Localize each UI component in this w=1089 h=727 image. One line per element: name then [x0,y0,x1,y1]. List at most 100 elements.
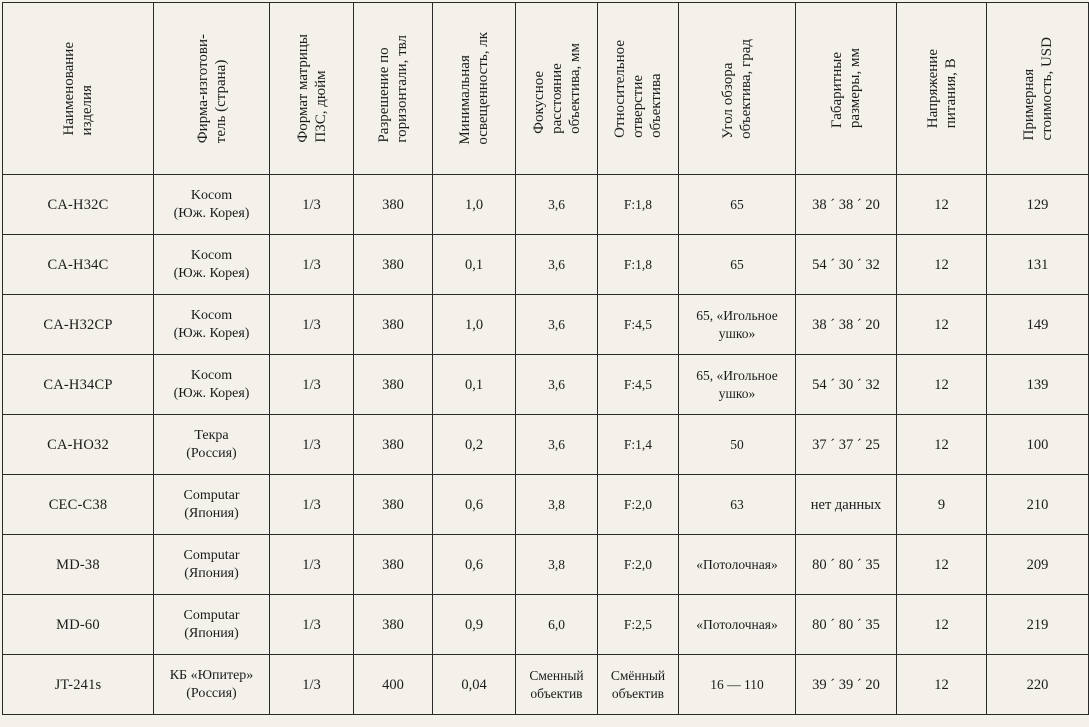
cell-view-angle: 63 [678,474,796,535]
cell-name: CA-H32C [2,174,154,235]
cell-price: 210 [986,474,1089,535]
header-name-label: Наименование изделия [61,41,95,136]
cell-min-illumination: 0,04 [432,654,516,715]
cell-maker: Kocom (Юж. Корея) [153,234,270,295]
cell-view-angle: 50 [678,414,796,475]
cell-min-illumination: 0,1 [432,234,516,295]
cell-supply-voltage: 12 [896,234,987,295]
table-row: CA-HO32 Текра (Россия) 1/3 380 0,2 3,6 F:1,4 50… [2,414,1089,475]
cell-view-angle: «Потолочная» [678,534,796,595]
cell-name: MD-60 [2,594,154,655]
table-row: CA-H32CP Kocom (Юж. Корея) 1/3 380 1,0 3,6 F:4… [2,294,1089,355]
cell-maker: Computar (Япония) [153,594,270,655]
cell-name: MD-38 [2,534,154,595]
cell-view-angle: 65 [678,234,796,295]
cell-price: 129 [986,174,1089,235]
cell-aperture: F:2,5 [597,594,679,655]
cell-name: JT-241s [2,654,154,715]
cell-resolution: 380 [353,474,433,535]
cell-ccd-format: 1/3 [269,534,354,595]
cell-resolution: 380 [353,234,433,295]
cell-aperture: F:4,5 [597,354,679,415]
header-maker-label: Фирма-изготови- тель (страна) [194,33,229,144]
header-price: Примерная стоимость, USD [986,2,1089,175]
cell-aperture: F:2,0 [597,474,679,535]
cell-dimensions: 80 ´ 80 ´ 35 [795,534,897,595]
cell-supply-voltage: 12 [896,174,987,235]
cell-maker: Текра (Россия) [153,414,270,475]
cell-supply-voltage: 12 [896,294,987,355]
header-price-label: Примерная стоимость, USD [1020,36,1055,141]
cell-aperture: F:1,4 [597,414,679,475]
cell-price: 209 [986,534,1089,595]
cell-maker: Computar (Япония) [153,534,270,595]
cell-supply-voltage: 12 [896,654,987,715]
cell-resolution: 400 [353,654,433,715]
cell-resolution: 380 [353,354,433,415]
cell-resolution: 380 [353,174,433,235]
cell-view-angle: 65, «Игольное ушко» [678,294,796,355]
header-min-illumination: Минимальная освещенность, лк [432,2,516,175]
cell-price: 149 [986,294,1089,355]
header-resolution: Разрешение по горизонтали, твл [353,2,433,175]
cell-focal-length: 3,6 [515,414,598,475]
cell-price: 100 [986,414,1089,475]
cell-ccd-format: 1/3 [269,654,354,715]
cell-ccd-format: 1/3 [269,234,354,295]
cell-resolution: 380 [353,594,433,655]
cell-name: CA-H34C [2,234,154,295]
cell-price: 220 [986,654,1089,715]
cell-dimensions: 54 ´ 30 ´ 32 [795,354,897,415]
cell-supply-voltage: 9 [896,474,987,535]
cell-supply-voltage: 12 [896,414,987,475]
header-focal-length: Фокусное расстояние объектива, мм [515,2,598,175]
cell-min-illumination: 0,1 [432,354,516,415]
header-ccd-format: Формат матрицы ПЗС, дюйм [269,2,354,175]
cell-dimensions: 38 ´ 38 ´ 20 [795,174,897,235]
cell-dimensions: 80 ´ 80 ´ 35 [795,594,897,655]
cell-maker: Computar (Япония) [153,474,270,535]
header-name: Наименование изделия [2,2,154,175]
cell-focal-length: 3,8 [515,534,598,595]
header-dimensions-label: Габаритные размеры, мм [829,48,863,129]
header-aperture: Относительное отверстие объектива [597,2,679,175]
cell-supply-voltage: 12 [896,354,987,415]
table-row: MD-38 Computar (Япония) 1/3 380 0,6 3,8 F:2,0 «… [2,534,1089,595]
cell-focal-length: 3,8 [515,474,598,535]
cell-min-illumination: 0,6 [432,534,516,595]
cell-min-illumination: 0,2 [432,414,516,475]
header-dimensions: Габаритные размеры, мм [795,2,897,175]
cell-ccd-format: 1/3 [269,174,354,235]
cell-ccd-format: 1/3 [269,474,354,535]
table-row: CA-H32C Kocom (Юж. Корея) 1/3 380 1,0 3,6 F:1,… [2,174,1089,235]
cell-aperture: F:2,0 [597,534,679,595]
header-min-illumination-label: Минимальная освещенность, лк [457,32,491,145]
table-row: CA-H34C Kocom (Юж. Корея) 1/3 380 0,1 3,6 F:1,… [2,234,1089,295]
cell-min-illumination: 1,0 [432,174,516,235]
cell-resolution: 380 [353,294,433,355]
cell-ccd-format: 1/3 [269,594,354,655]
cell-focal-length: 3,6 [515,234,598,295]
table-row: JT-241s КБ «Юпитер» (Россия) 1/3 400 0,04 Сме… [2,654,1089,715]
cell-maker: Kocom (Юж. Корея) [153,174,270,235]
cell-name: CA-H32CP [2,294,154,355]
header-supply-voltage: Напряжение питания, В [896,2,987,175]
cell-dimensions: 37 ´ 37 ´ 25 [795,414,897,475]
table-body: CA-H32C Kocom (Юж. Корея) 1/3 380 1,0 3,6 F:1,… [2,174,1089,715]
header-supply-voltage-label: Напряжение питания, В [924,48,959,129]
cell-price: 139 [986,354,1089,415]
header-view-angle: Угол обзора объектива, град [678,2,796,175]
cell-name: CEC-C38 [2,474,154,535]
cell-focal-length: Сменный объектив [515,654,598,715]
cell-resolution: 380 [353,414,433,475]
cell-maker: Kocom (Юж. Корея) [153,294,270,355]
camera-spec-table: Наименование изделия Фирма-изготови- тель… [2,2,1089,715]
cell-focal-length: 6,0 [515,594,598,655]
cell-dimensions: 38 ´ 38 ´ 20 [795,294,897,355]
header-ccd-format-label: Формат матрицы ПЗС, дюйм [294,34,329,143]
cell-aperture: F:1,8 [597,174,679,235]
cell-dimensions: 39 ´ 39 ´ 20 [795,654,897,715]
header-aperture-label: Относительное отверстие объектива [612,39,664,138]
cell-dimensions: 54 ´ 30 ´ 32 [795,234,897,295]
